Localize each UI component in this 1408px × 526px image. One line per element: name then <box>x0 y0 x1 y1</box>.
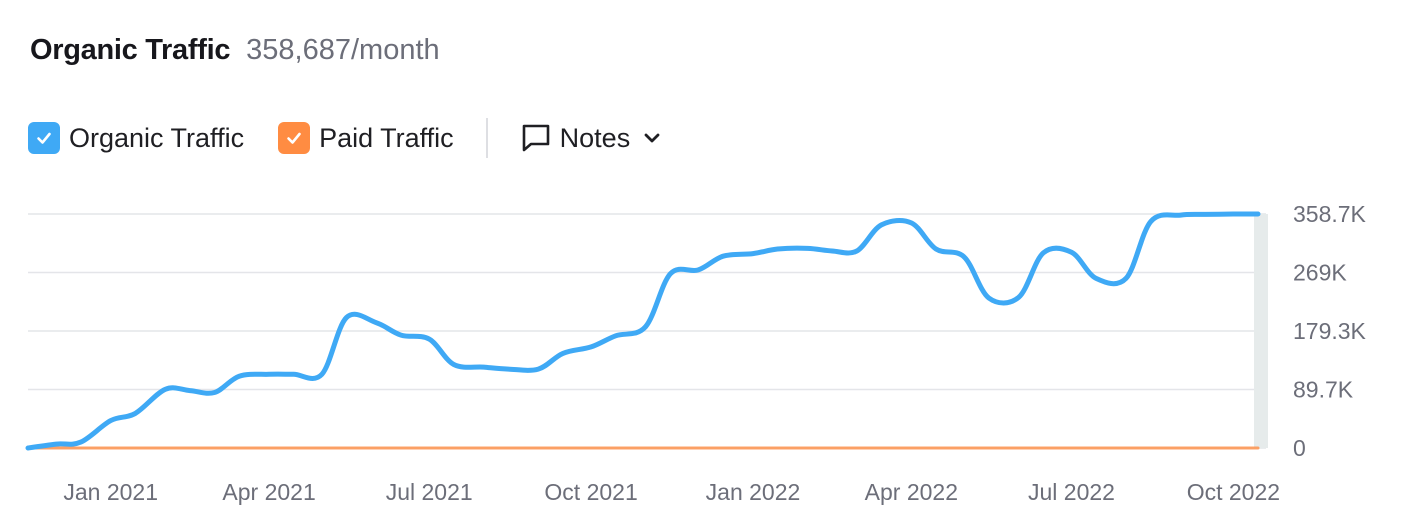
x-tick-label: Apr 2021 <box>222 479 315 505</box>
checkmark-icon <box>287 132 301 144</box>
x-tick-label: Jan 2022 <box>706 479 801 505</box>
x-tick-label: Jul 2021 <box>386 479 473 505</box>
legend-paid-traffic[interactable]: Paid Traffic <box>278 122 454 154</box>
checkmark-icon <box>37 132 51 144</box>
y-tick-label: 358.7K <box>1293 201 1367 227</box>
y-tick-label: 269K <box>1293 260 1347 286</box>
notes-label: Notes <box>559 122 631 153</box>
legend-divider <box>485 118 488 158</box>
x-tick-label: Oct 2022 <box>1187 479 1280 505</box>
x-tick-label: Jul 2022 <box>1028 479 1115 505</box>
x-tick-label: Oct 2021 <box>544 479 637 505</box>
speech-bubble-icon <box>520 122 552 154</box>
y-tick-label: 89.7K <box>1293 377 1354 403</box>
chart-title: Organic Traffic <box>30 34 231 66</box>
current-period-band <box>1254 214 1268 448</box>
y-tick-label: 0 <box>1293 435 1306 461</box>
legend-organic-traffic[interactable]: Organic Traffic <box>28 122 244 154</box>
traffic-chart: 358.7K 269K 179.3K 89.7K 0 Jan 2021 Apr 2021 Ju… <box>25 201 1367 505</box>
chevron-down-icon <box>630 128 662 148</box>
organic-checkbox[interactable] <box>28 122 60 154</box>
traffic-value: 358,687/month <box>246 34 440 66</box>
x-tick-label: Jan 2021 <box>63 479 158 505</box>
legend-label-organic: Organic Traffic <box>69 122 245 153</box>
legend-label-paid: Paid Traffic <box>319 122 454 153</box>
paid-checkbox[interactable] <box>278 122 311 154</box>
chart-header: Organic Traffic 358,687/month <box>30 34 440 67</box>
legend: Organic Traffic Paid Traffic Notes <box>28 118 662 158</box>
x-tick-label: Apr 2022 <box>865 479 958 505</box>
notes-dropdown[interactable]: Notes <box>520 122 663 154</box>
organic-traffic-line <box>25 211 1261 451</box>
y-tick-label: 179.3K <box>1293 318 1367 344</box>
